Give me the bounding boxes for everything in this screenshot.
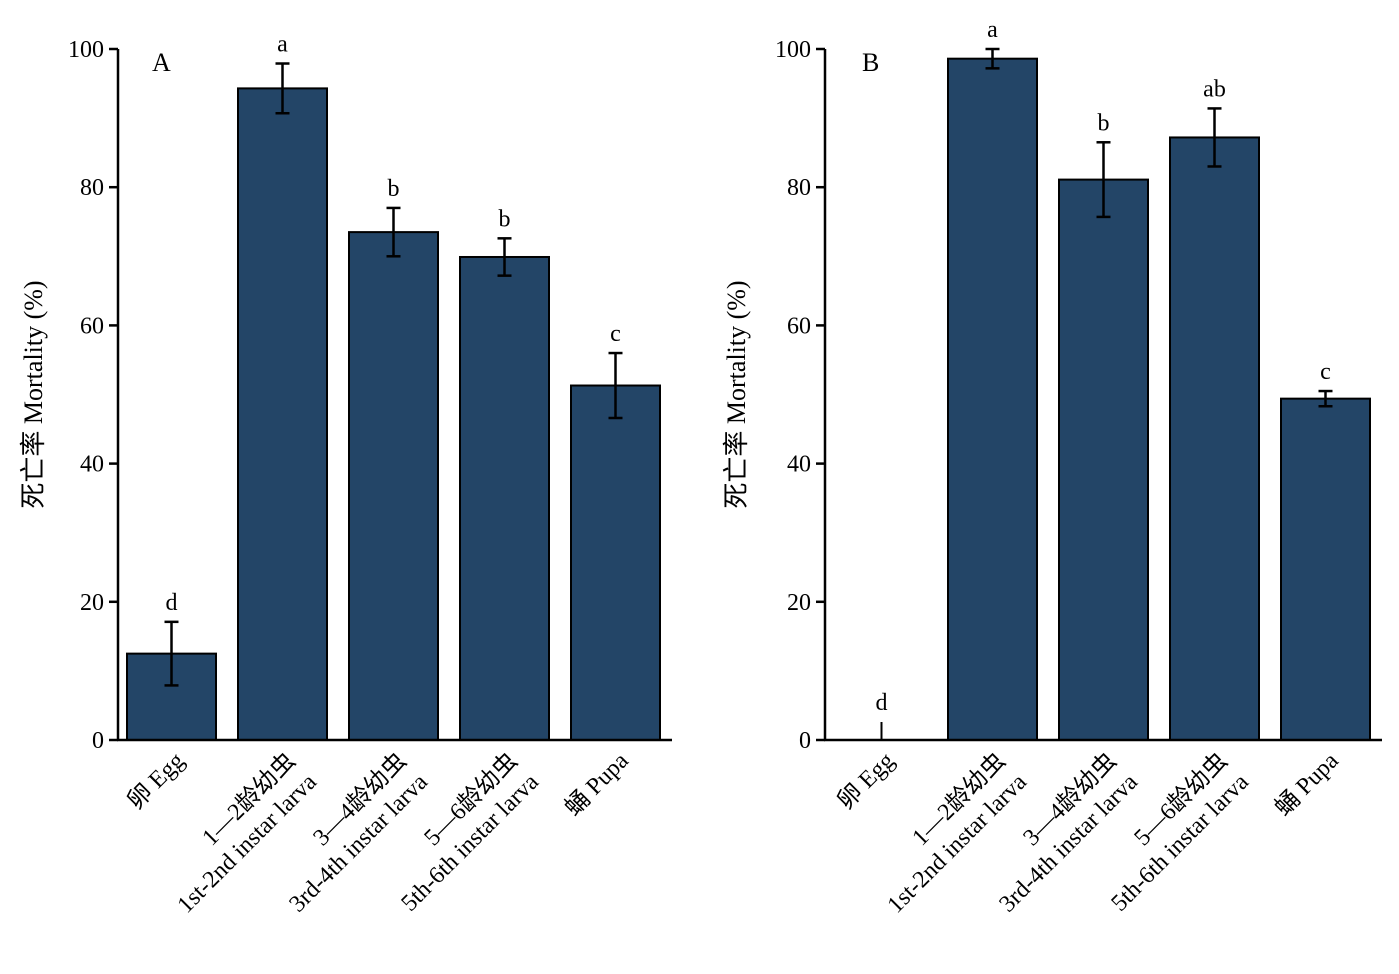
panel-label: B: [862, 48, 879, 77]
significance-label-2: b: [1098, 110, 1110, 136]
category-label-4: 蛹 Pupa: [559, 747, 633, 821]
significance-label-2: b: [388, 176, 400, 202]
y-tick-label: 40: [80, 452, 104, 478]
y-tick-label: 80: [787, 175, 811, 201]
category-label-zh: 卵 Egg: [122, 747, 190, 815]
bar-1: [237, 87, 328, 741]
significance-label-1: a: [277, 32, 288, 58]
category-label-zh: 蛹 Pupa: [1269, 747, 1343, 821]
y-tick-label: 0: [92, 728, 104, 754]
bar-1: [947, 57, 1038, 741]
y-tick-label: 0: [799, 728, 811, 754]
panel-label: A: [152, 48, 171, 77]
significance-label-1: a: [987, 17, 998, 43]
y-tick-label: 60: [80, 313, 104, 339]
y-tick-label: 80: [80, 175, 104, 201]
bar-3: [459, 255, 550, 741]
bar-4: [570, 384, 661, 741]
y-tick-label: 100: [68, 37, 104, 63]
y-tick-label: 100: [775, 37, 811, 63]
significance-label-4: c: [1320, 359, 1331, 385]
category-label-0: 卵 Egg: [832, 747, 900, 815]
significance-label-3: ab: [1203, 76, 1226, 102]
significance-label-0: d: [166, 590, 178, 616]
bar-3: [1169, 136, 1260, 741]
chart-panel-a: d a b b c 0 20 40 60 80 100 死亡率 Mortality (%) A 卵 Egg…: [19, 32, 672, 918]
category-label-zh: 蛹 Pupa: [559, 747, 633, 821]
significance-label-4: c: [610, 321, 621, 347]
significance-label-3: b: [499, 206, 511, 232]
bar-4: [1280, 397, 1371, 741]
y-axis-title: 死亡率 Mortality (%): [722, 280, 751, 508]
y-tick-label: 20: [787, 590, 811, 616]
y-tick-label: 20: [80, 590, 104, 616]
category-label-0: 卵 Egg: [122, 747, 190, 815]
bar-2: [348, 231, 439, 742]
y-tick-label: 40: [787, 452, 811, 478]
y-axis-title: 死亡率 Mortality (%): [19, 280, 48, 508]
significance-label-0: d: [876, 690, 888, 716]
bar-2: [1058, 178, 1149, 741]
y-tick-label: 60: [787, 313, 811, 339]
category-label-4: 蛹 Pupa: [1269, 747, 1343, 821]
category-label-zh: 卵 Egg: [832, 747, 900, 815]
